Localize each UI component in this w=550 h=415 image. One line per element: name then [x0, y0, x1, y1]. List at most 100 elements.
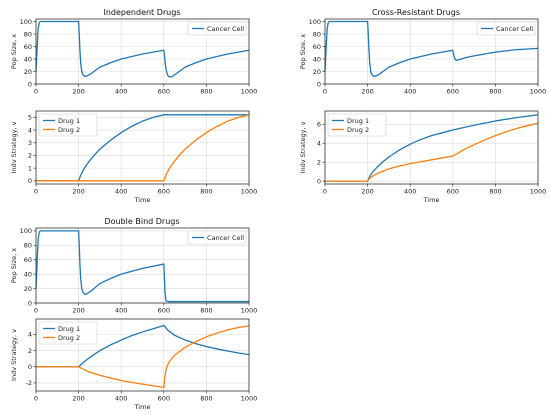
cross-top-xtick-label-0: 0 [323, 88, 327, 96]
independent-top-legend-box [187, 21, 247, 36]
double-bottom-ylabel: Indv Strategy, v [10, 329, 18, 381]
cross-top-legend-label-0: Cancer Cell [496, 25, 533, 33]
cross-bottom-ytick-label-3: 6 [317, 121, 321, 129]
independent-bottom-xtick-label-1: 200 [72, 188, 84, 196]
independent-bottom-ytick-label-5: 5 [28, 114, 32, 122]
cross-top-xtick-label-4: 800 [489, 88, 501, 96]
cross-bottom-xtick-label-1: 200 [361, 188, 373, 196]
cross-bottom-series-drug-2 [325, 122, 539, 182]
independent-top-ytick-label-4: 80 [24, 30, 32, 38]
double-bottom-xtick-label-4: 800 [200, 395, 212, 403]
cross-bottom-xtick-label-4: 800 [489, 188, 501, 196]
cross-bottom-ylabel: Indv Strategy, v [299, 121, 307, 173]
double-top-series-cancer-cell [35, 230, 249, 303]
double-top-xtick-label-5: 1000 [241, 307, 258, 315]
cross-bottom-axes: 0 200 400 600 800 1000 0 2 4 6 Indv Strategy, v Tim… [299, 110, 547, 204]
double-bottom-ytick-label-3: 4 [28, 331, 32, 339]
double-top-xtick-label-0: 0 [34, 307, 38, 315]
double-top-legend-box [187, 230, 247, 245]
independent-bottom-ytick-label-4: 4 [28, 126, 32, 134]
double-bottom-xtick-label-1: 200 [72, 395, 84, 403]
double-bottom-ytick-label-0: -2 [26, 379, 32, 387]
independent-top-legend: Cancer Cell [187, 21, 247, 36]
double-bottom-ytick-label-1: 0 [28, 363, 32, 371]
independent-title: Independent Drugs [103, 8, 180, 17]
double-bottom-xtick-label-2: 400 [115, 395, 127, 403]
cross-top-series-cancer-cell [324, 20, 539, 78]
independent-bottom-ytick-label-2: 2 [28, 152, 32, 160]
independent-top-xtick-label-3: 600 [158, 88, 170, 96]
double-bottom-xlabel: Time [134, 403, 151, 411]
double-top-ytick-label-0: 0 [28, 299, 32, 307]
double-bottom-ytick-label-2: 2 [28, 347, 32, 355]
double-top-xtick-label-4: 800 [200, 307, 212, 315]
double-top-xtick-label-1: 200 [72, 307, 84, 315]
independent-top-ytick-label-2: 40 [24, 55, 32, 63]
independent-bottom-ytick-label-3: 3 [28, 139, 32, 147]
independent-top-xtick-label-2: 400 [115, 88, 127, 96]
double-bottom-frame [35, 318, 250, 392]
double-bottom-xtick-label-3: 600 [158, 395, 170, 403]
cross-top-ytick-label-4: 80 [313, 30, 321, 38]
cross-top-xtick-label-5: 1000 [530, 88, 547, 96]
double-top-frame [35, 227, 250, 304]
cross-top-ytick-label-1: 20 [313, 68, 321, 76]
double-top-legend: Cancer Cell [187, 230, 247, 245]
independent-bottom-ytick-label-1: 1 [28, 164, 32, 172]
cross-top-ytick-label-0: 0 [317, 80, 321, 88]
independent-bottom-ylabel: Indv Strategy, v [10, 121, 18, 173]
double-bottom-series-drug-1 [36, 324, 250, 368]
double-top-xtick-label-2: 400 [115, 307, 127, 315]
double-bottom-legend-label-1: Drug 2 [58, 334, 80, 342]
double-top-ytick-label-1: 20 [24, 285, 32, 293]
independent-top-ytick-label-0: 0 [28, 80, 32, 88]
independent-bottom-xlabel: Time [134, 196, 151, 204]
independent-bottom-series-drug-2 [36, 114, 250, 182]
independent-top-xtick-label-1: 200 [72, 88, 84, 96]
double-top-ylabel: Pop Size, x [10, 248, 18, 283]
double-top-ytick-label-3: 60 [24, 256, 32, 264]
double-top-xtick-label-3: 600 [158, 307, 170, 315]
independent-top-frame [35, 18, 250, 85]
cross-top-legend-box [476, 21, 536, 36]
independent-top-xtick-label-0: 0 [34, 88, 38, 96]
cross-bottom-legend-box [327, 113, 387, 137]
cross-bottom-ytick-label-1: 2 [317, 158, 321, 166]
independent-top-xtick-label-4: 800 [200, 88, 212, 96]
cross-bottom-xtick-label-5: 1000 [530, 188, 547, 196]
double-bottom-legend-box [38, 321, 98, 345]
cross-top-ytick-label-3: 60 [313, 43, 321, 51]
independent-top-ytick-label-1: 20 [24, 68, 32, 76]
independent-bottom-xtick-label-2: 400 [115, 188, 127, 196]
independent-top-ytick-label-5: 100 [20, 18, 32, 26]
double-bottom-xtick-label-5: 1000 [241, 395, 258, 403]
independent-bottom-xtick-label-3: 600 [158, 188, 170, 196]
double-top-ytick-label-5: 100 [20, 227, 32, 235]
independent-bottom-frame [35, 110, 250, 185]
cross-bottom-ytick-label-0: 0 [317, 177, 321, 185]
independent-top-legend-label-0: Cancer Cell [207, 25, 244, 33]
cross-bottom-xtick-label-0: 0 [323, 188, 327, 196]
cross-top-xtick-label-3: 600 [447, 88, 459, 96]
independent-bottom-axes: 0 200 400 600 800 1000 0 1 2 3 4 5 Indv Strategy, v T… [10, 110, 257, 204]
cross-bottom-legend-label-0: Drug 1 [347, 117, 369, 125]
cross-bottom-xlabel: Time [423, 196, 440, 204]
independent-bottom-series-drug-1 [36, 114, 249, 182]
double-top-axes: 0 200 400 600 800 1000 0 20 40 60 80 100 Pop Size, x… [10, 227, 257, 314]
cross-title: Cross-Resistant Drugs [372, 8, 460, 17]
independent-bottom-legend-label-1: Drug 2 [58, 126, 80, 134]
double-top-legend-label-0: Cancer Cell [207, 234, 244, 242]
cross-bottom-ytick-label-2: 4 [317, 140, 321, 148]
independent-top-xtick-label-5: 1000 [241, 88, 258, 96]
double-title: Double Bind Drugs [104, 217, 179, 226]
independent-bottom-xtick-label-4: 800 [200, 188, 212, 196]
cross-top-legend: Cancer Cell [476, 21, 536, 36]
independent-bottom-legend-label-0: Drug 1 [58, 117, 80, 125]
cross-bottom-xtick-label-3: 600 [447, 188, 459, 196]
independent-top-series-cancer-cell [35, 20, 250, 78]
